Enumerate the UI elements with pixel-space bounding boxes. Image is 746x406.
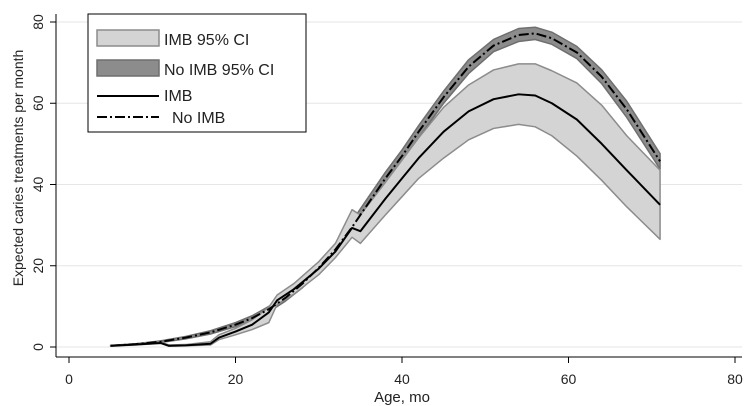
legend-label-imb: IMB	[164, 88, 192, 105]
x-tick-label: 60	[561, 371, 577, 387]
y-axis-label: Expected caries treatments per month	[10, 50, 26, 287]
ticks: 0 20 40 60 80 0 20 40 60 80	[30, 14, 743, 387]
legend-label-noimb: No IMB	[172, 110, 225, 127]
legend-label-imb-ci: IMB 95% CI	[164, 32, 249, 49]
band-imb-ci	[109, 63, 661, 347]
series-lines	[110, 32, 661, 347]
x-tick-label: 80	[727, 371, 743, 387]
line-imb	[110, 93, 661, 347]
y-tick-label: 80	[30, 14, 46, 30]
y-tick-label: 20	[30, 258, 46, 274]
legend-swatch-imb-ci	[96, 29, 160, 47]
x-axis-label: Age, mo	[374, 389, 430, 406]
x-tick-label: 0	[65, 371, 73, 387]
legend: IMB 95% CI No IMB 95% CI IMB No IMB	[87, 13, 307, 133]
confidence-bands	[109, 26, 661, 347]
y-tick-label: 40	[30, 177, 46, 193]
y-tick-label: 0	[30, 343, 46, 351]
line-no-imb	[110, 32, 661, 347]
y-tick-label: 60	[30, 95, 46, 111]
legend-label-noimb-ci: No IMB 95% CI	[164, 62, 274, 79]
x-tick-label: 40	[394, 371, 410, 387]
axes	[55, 14, 742, 358]
legend-swatch-noimb-ci	[96, 59, 160, 77]
x-tick-label: 20	[228, 371, 244, 387]
